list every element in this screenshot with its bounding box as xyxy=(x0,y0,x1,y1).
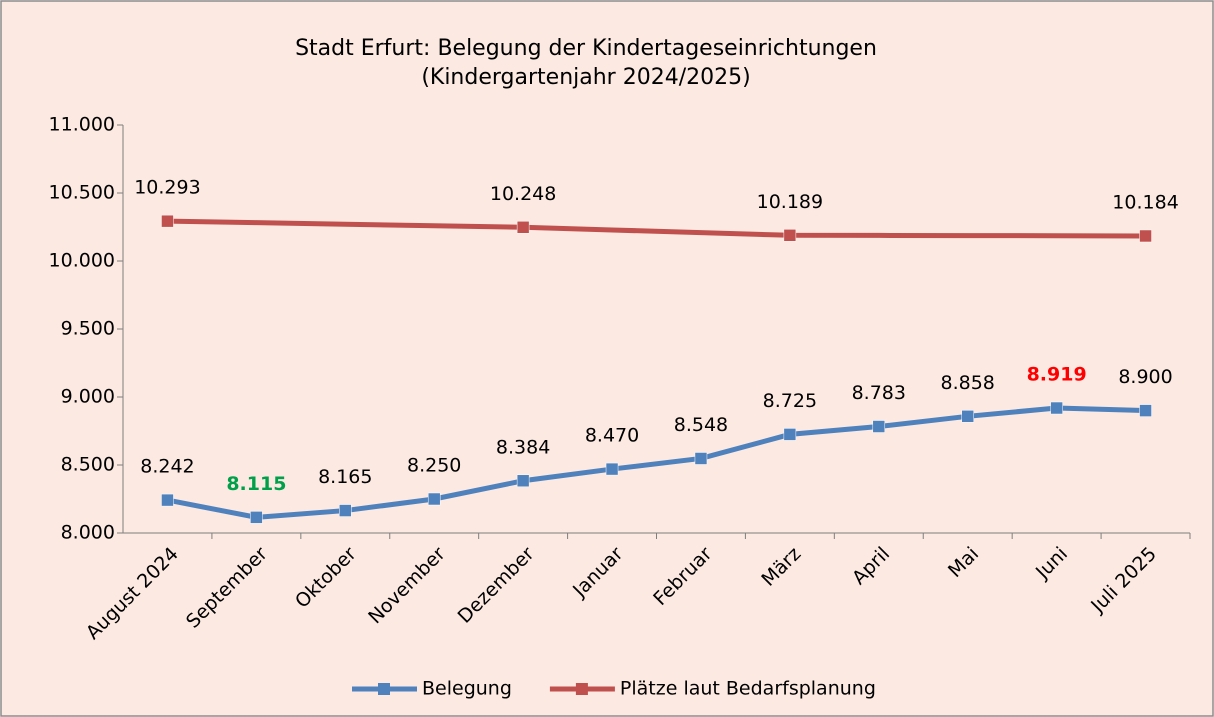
legend-label: Belegung xyxy=(422,678,512,700)
point-marker xyxy=(783,229,797,242)
y-tick-label: 10.500 xyxy=(49,182,115,204)
point-marker xyxy=(427,492,441,506)
data-label: 8.548 xyxy=(674,414,728,436)
point-marker xyxy=(516,474,530,488)
point-marker xyxy=(961,410,974,423)
chart-title: (Kindergartenjahr 2024/2025) xyxy=(421,65,750,90)
series-line xyxy=(167,218,1146,239)
point-marker xyxy=(605,462,619,476)
data-label: 8.900 xyxy=(1118,366,1172,388)
point-marker xyxy=(1050,401,1063,415)
data-label: 10.184 xyxy=(1112,191,1178,213)
data-label: 8.470 xyxy=(585,425,639,447)
data-label: 8.919 xyxy=(1027,364,1087,386)
y-tick-label: 9.500 xyxy=(61,318,115,340)
point-marker xyxy=(516,221,530,234)
legend-label: Plätze laut Bedarfsplanung xyxy=(620,678,876,700)
y-tick-label: 10.000 xyxy=(49,250,115,272)
y-tick-label: 8.500 xyxy=(61,454,115,476)
data-label: 8.115 xyxy=(226,473,286,495)
point-marker xyxy=(161,493,174,507)
data-label: 8.858 xyxy=(941,372,995,394)
legend-swatch xyxy=(575,683,588,695)
point-marker xyxy=(783,428,797,441)
y-tick-label: 8.000 xyxy=(61,522,115,544)
data-label: 10.248 xyxy=(490,183,556,205)
data-label: 8.384 xyxy=(496,436,550,458)
data-label: 8.783 xyxy=(852,382,906,404)
chart-title: Stadt Erfurt: Belegung der Kindertagesei… xyxy=(295,36,877,61)
point-marker xyxy=(1139,404,1152,417)
data-label: 10.293 xyxy=(134,177,200,199)
point-marker xyxy=(1139,229,1152,243)
data-label: 8.250 xyxy=(407,455,461,477)
data-label: 10.189 xyxy=(757,191,823,213)
point-marker xyxy=(872,420,886,433)
legend-swatch xyxy=(378,683,390,695)
point-marker xyxy=(339,504,352,517)
data-label: 8.165 xyxy=(318,466,372,488)
series-line xyxy=(166,405,1146,520)
point-marker xyxy=(694,452,708,465)
data-label: 8.242 xyxy=(140,456,194,478)
point-marker xyxy=(161,214,174,228)
y-tick-label: 11.000 xyxy=(49,114,115,136)
point-marker xyxy=(250,511,263,524)
data-label: 8.725 xyxy=(763,390,817,412)
y-tick-label: 9.000 xyxy=(61,386,115,408)
